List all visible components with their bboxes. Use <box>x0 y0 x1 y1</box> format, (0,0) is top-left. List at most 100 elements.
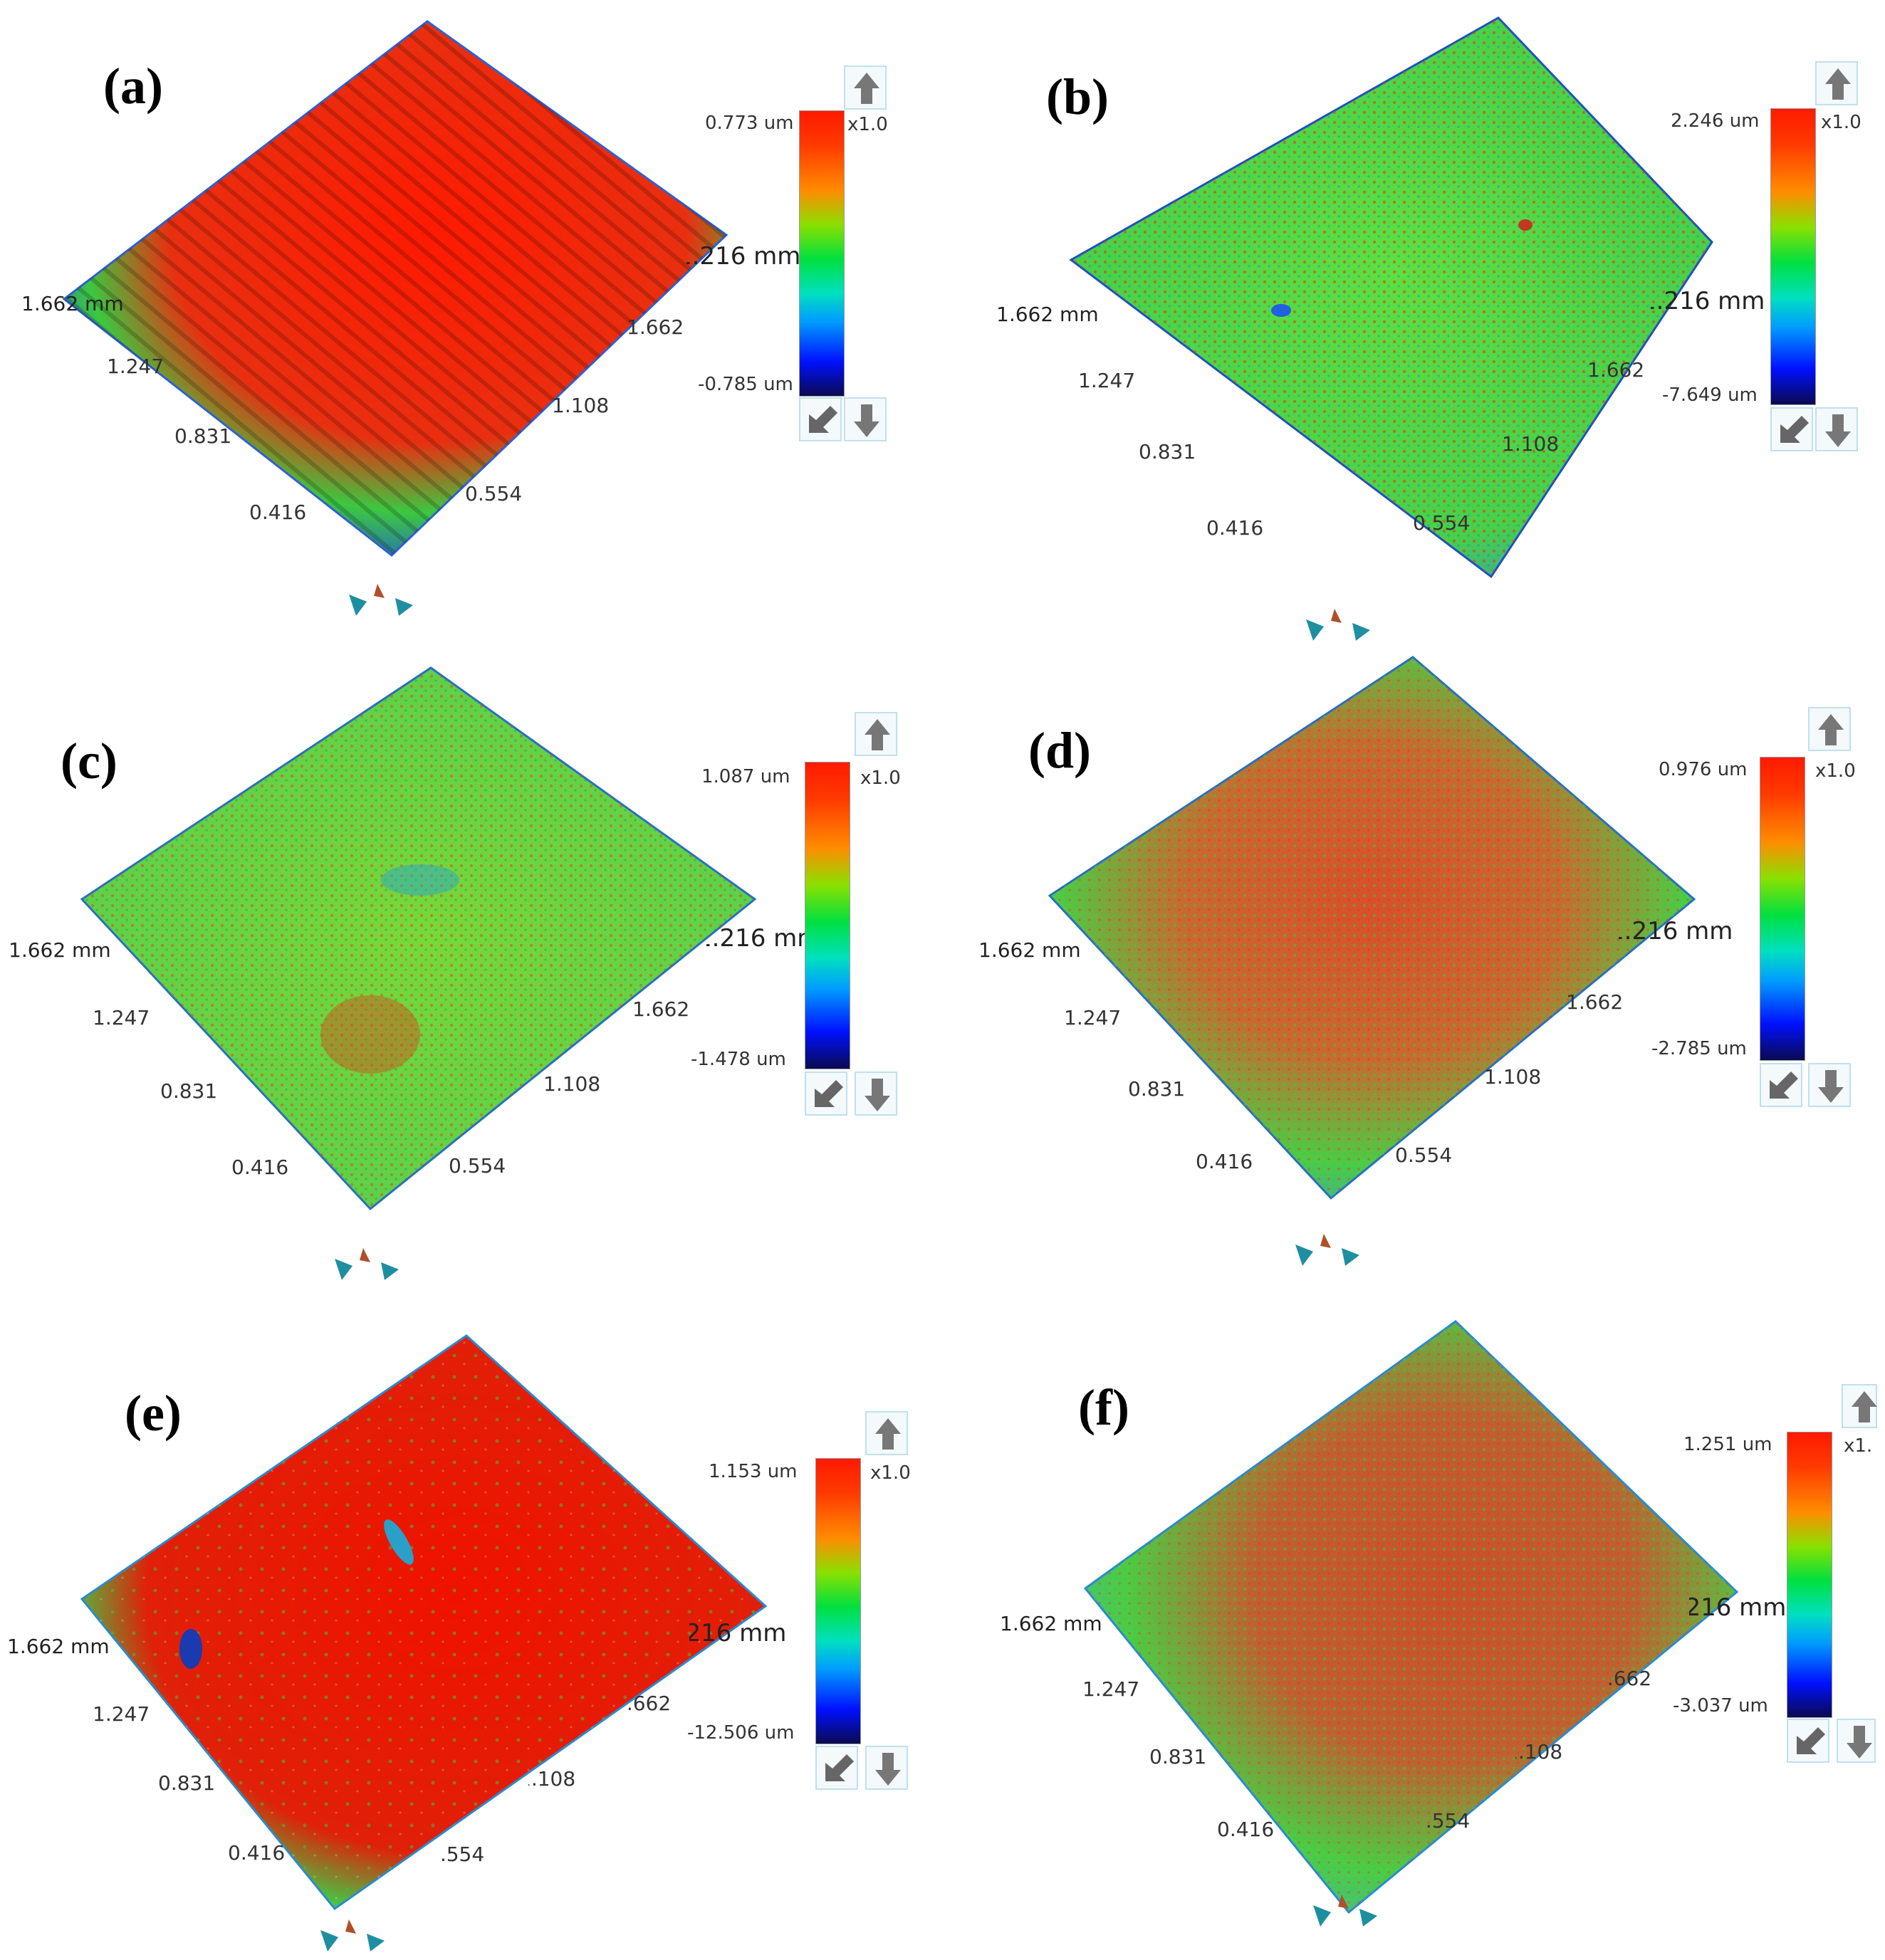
y-tick: 0.416 <box>1206 516 1264 540</box>
scale-up-button[interactable] <box>1815 61 1858 105</box>
panel-b: (b) 1.662 mm 1.216 mm 1.247 0.831 0.416 … <box>943 0 1885 653</box>
y-axis-unit: 1.662 mm <box>7 1635 110 1658</box>
y-tick: 0.416 <box>228 1841 286 1865</box>
scale-down-button[interactable] <box>1815 407 1858 451</box>
reset-view-icon <box>815 1080 843 1107</box>
scale-down-button[interactable] <box>844 397 887 441</box>
arrow-down-icon <box>1818 1070 1844 1103</box>
reset-view-icon <box>1797 1727 1825 1754</box>
x-axis-unit: 1.216 mm <box>1609 917 1733 945</box>
colorbar <box>1760 757 1805 1061</box>
colorbar <box>815 1458 861 1744</box>
x-tick: 0.554 <box>465 482 523 505</box>
arrow-up-icon <box>1852 1391 1877 1422</box>
scale-up-button[interactable] <box>844 65 887 110</box>
scale-down-button[interactable] <box>865 1746 908 1790</box>
y-tick: 1.247 <box>1078 369 1136 392</box>
scale-factor: x1.0 <box>870 1462 911 1484</box>
panel-label: (e) <box>125 1385 182 1442</box>
colorbar-min: -2.785 um <box>1651 1038 1747 1059</box>
arrow-up-icon <box>865 719 890 750</box>
scale-factor: x1.0 <box>1815 760 1856 782</box>
colorbar-max: 1.153 um <box>709 1461 798 1482</box>
x-axis-unit: 1.216 mm <box>1641 287 1765 315</box>
reset-view-button[interactable] <box>805 1071 847 1116</box>
y-tick: 0.831 <box>160 1079 218 1103</box>
x-tick: 1.662 <box>1587 358 1645 382</box>
x-tick: 1.662 <box>627 315 684 339</box>
scale-up-button[interactable] <box>865 1411 908 1455</box>
y-tick: 0.416 <box>1196 1150 1253 1173</box>
scale-up-button[interactable] <box>855 712 897 756</box>
y-tick: 1.247 <box>93 1702 150 1726</box>
reset-view-button[interactable] <box>815 1746 858 1790</box>
panel-c: (c) 1.662 mm 1.216 mm 1.247 0.831 0.416 … <box>0 654 942 1306</box>
rotate-handle-icon[interactable] <box>1281 1230 1374 1273</box>
y-axis-unit: 1.662 mm <box>9 938 111 962</box>
y-tick: 0.416 <box>249 501 307 524</box>
scale-factor: x1.0 <box>1821 112 1861 133</box>
x-tick: 1.108 <box>543 1072 601 1096</box>
arrow-up-icon <box>1825 68 1851 100</box>
y-tick: 0.831 <box>158 1771 216 1795</box>
reset-view-icon <box>825 1754 854 1781</box>
panel-label: (f) <box>1078 1379 1129 1436</box>
surface-map <box>62 20 729 557</box>
colorbar <box>1770 108 1816 405</box>
surface-map <box>80 666 757 1211</box>
colorbar <box>1787 1432 1832 1718</box>
reset-view-button[interactable] <box>799 397 842 441</box>
x-tick: 0.554 <box>1395 1143 1453 1167</box>
rotate-handle-icon[interactable] <box>1292 605 1384 648</box>
panel-a: (a) 1.662 mm 1.216 mm 1.247 0.831 0.416 … <box>0 0 942 653</box>
scale-down-button[interactable] <box>1808 1063 1851 1107</box>
scale-up-button[interactable] <box>1808 707 1851 751</box>
reset-view-button[interactable] <box>1770 407 1813 451</box>
y-axis-unit: 1.662 mm <box>978 938 1081 962</box>
reset-view-icon <box>1770 1071 1798 1099</box>
x-tick: 1.108 <box>552 394 610 417</box>
scale-down-button[interactable] <box>855 1071 897 1116</box>
rotate-handle-icon[interactable] <box>320 1244 413 1287</box>
y-axis-unit: 1.662 mm <box>996 303 1099 326</box>
x-axis-unit: 1.216 mm <box>662 1619 787 1647</box>
colorbar-min: -1.478 um <box>691 1049 786 1070</box>
scale-factor: x1.0 <box>860 767 901 789</box>
colorbar <box>799 110 845 397</box>
y-tick: 0.831 <box>174 424 232 448</box>
reset-view-button[interactable] <box>1787 1719 1829 1763</box>
surface-map <box>80 1334 768 1911</box>
rotate-handle-icon[interactable] <box>335 580 427 623</box>
x-tick: 1.108 <box>1484 1065 1542 1089</box>
x-tick: 1.662 <box>614 1692 672 1715</box>
y-tick: 0.416 <box>1217 1818 1275 1841</box>
scale-down-button[interactable] <box>1837 1719 1876 1763</box>
x-axis-unit: 1.216 mm <box>1662 1593 1787 1622</box>
y-tick: 0.416 <box>231 1155 289 1179</box>
arrow-down-icon <box>865 1079 890 1111</box>
rotate-handle-icon[interactable] <box>1299 1891 1391 1934</box>
panel-label: (c) <box>61 733 118 790</box>
panel-d: (d) 1.662 mm 1.216 mm 1.247 0.831 0.416 … <box>943 654 1885 1306</box>
scale-up-button[interactable] <box>1842 1384 1877 1428</box>
reset-view-button[interactable] <box>1760 1063 1802 1107</box>
panel-f: (f) 1.662 mm 1.216 mm 1.247 0.831 0.416 … <box>943 1307 1885 1960</box>
x-tick: 1.662 <box>1594 1667 1652 1690</box>
arrow-down-icon <box>1847 1726 1872 1759</box>
y-axis-unit: 1.662 mm <box>21 292 124 315</box>
arrow-up-icon <box>1818 714 1844 745</box>
x-tick: 1.108 <box>518 1767 576 1791</box>
x-tick: 1.108 <box>1502 432 1560 456</box>
scale-factor: x1. <box>1844 1435 1873 1457</box>
x-tick: 1.662 <box>632 997 690 1021</box>
rotate-handle-icon[interactable] <box>306 1916 399 1959</box>
panel-label: (d) <box>1028 722 1091 779</box>
x-tick: 0.554 <box>427 1843 485 1866</box>
surface-map <box>1083 1320 1739 1914</box>
x-tick: 1.108 <box>1505 1740 1563 1764</box>
y-tick: 0.831 <box>1139 440 1196 463</box>
panel-label: (a) <box>103 58 163 115</box>
reset-view-icon <box>1780 416 1809 443</box>
x-axis-unit: 1.216 mm <box>696 924 821 953</box>
x-tick: 0.554 <box>449 1154 506 1178</box>
